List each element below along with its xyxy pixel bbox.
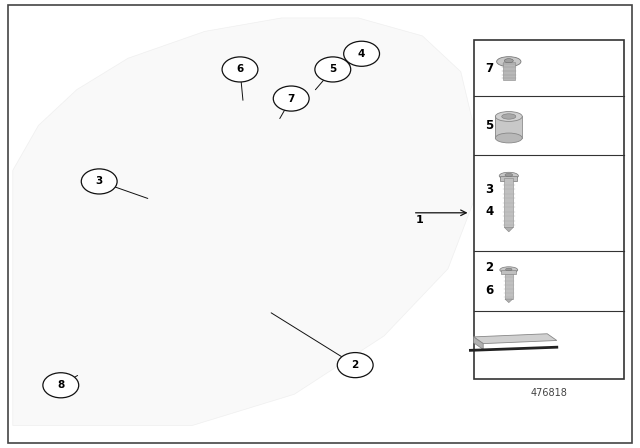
Ellipse shape <box>495 133 522 143</box>
Ellipse shape <box>495 112 522 121</box>
Text: 4: 4 <box>486 205 493 218</box>
Text: 5: 5 <box>329 65 337 74</box>
Circle shape <box>273 86 309 111</box>
Bar <box>495 116 522 138</box>
Text: 3: 3 <box>95 177 103 186</box>
Text: 5: 5 <box>486 119 493 132</box>
Text: 7: 7 <box>287 94 295 103</box>
Circle shape <box>43 373 79 398</box>
Polygon shape <box>505 299 513 303</box>
Polygon shape <box>13 18 474 426</box>
Text: 476818: 476818 <box>531 388 567 397</box>
Polygon shape <box>474 337 483 349</box>
Ellipse shape <box>506 268 512 271</box>
Text: 6: 6 <box>236 65 244 74</box>
Bar <box>505 274 513 299</box>
Circle shape <box>344 41 380 66</box>
Text: 8: 8 <box>57 380 65 390</box>
Bar <box>474 40 624 379</box>
Ellipse shape <box>502 114 516 119</box>
Text: 6: 6 <box>486 284 493 297</box>
Text: 7: 7 <box>486 62 493 75</box>
Bar <box>500 176 517 181</box>
Ellipse shape <box>500 267 518 273</box>
Text: 4: 4 <box>358 49 365 59</box>
Circle shape <box>337 353 373 378</box>
Text: 1: 1 <box>416 215 424 225</box>
Bar <box>503 61 515 79</box>
Text: 2: 2 <box>486 261 493 274</box>
Bar <box>504 178 513 228</box>
Polygon shape <box>504 228 513 232</box>
Bar <box>501 270 516 274</box>
Ellipse shape <box>497 56 521 66</box>
Circle shape <box>81 169 117 194</box>
Ellipse shape <box>505 173 513 177</box>
Text: 2: 2 <box>351 360 359 370</box>
Circle shape <box>315 57 351 82</box>
Circle shape <box>222 57 258 82</box>
Polygon shape <box>474 334 557 344</box>
Ellipse shape <box>499 172 518 179</box>
Ellipse shape <box>504 59 513 63</box>
Text: 3: 3 <box>486 183 493 196</box>
